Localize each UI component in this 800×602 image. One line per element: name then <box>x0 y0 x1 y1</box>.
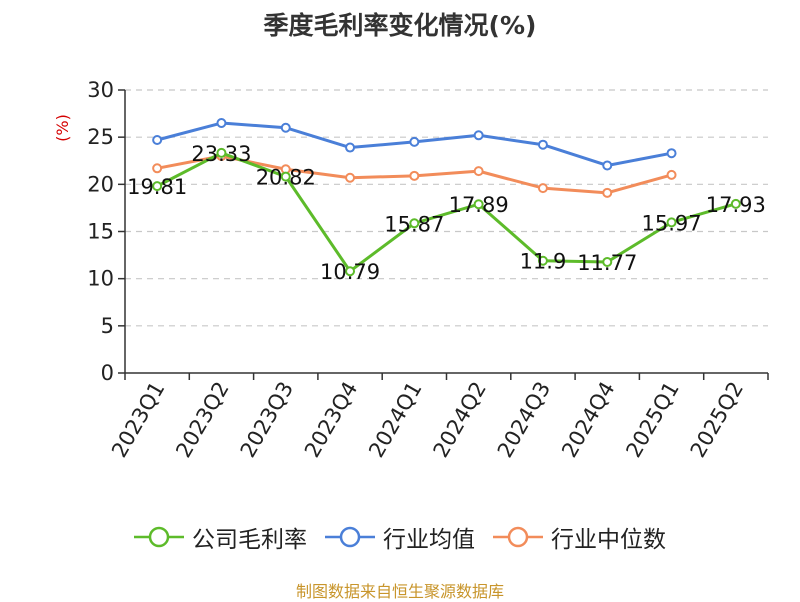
data-point <box>602 256 613 267</box>
data-point <box>345 172 356 183</box>
data-label: 23.33 <box>191 142 251 166</box>
x-tick-label: 2024Q1 <box>364 378 426 462</box>
data-label: 15.97 <box>641 211 701 235</box>
data-point <box>473 130 484 141</box>
data-label: 11.77 <box>577 251 637 275</box>
data-point <box>280 171 291 182</box>
legend: 公司毛利率 行业均值 行业中位数 <box>0 520 800 554</box>
legend-marker-icon <box>134 526 184 548</box>
legend-label: 行业均值 <box>383 527 475 553</box>
data-label: 17.89 <box>449 193 509 217</box>
data-point <box>473 199 484 210</box>
data-point <box>216 118 227 129</box>
data-point <box>537 139 548 150</box>
data-point <box>216 147 227 158</box>
x-tick-label: 2025Q1 <box>621 378 683 462</box>
y-tick-label: 5 <box>101 314 114 338</box>
data-point <box>152 163 163 174</box>
data-point <box>152 181 163 192</box>
x-tick-label: 2025Q2 <box>686 378 748 462</box>
data-label: 17.93 <box>706 193 766 217</box>
source-note: 制图数据来自恒生聚源数据库 <box>295 582 504 601</box>
x-tick-label: 2024Q3 <box>493 378 555 462</box>
y-tick-label: 15 <box>87 220 114 244</box>
legend-item[interactable]: 行业均值 <box>325 520 475 554</box>
x-tick-label: 2023Q4 <box>300 378 362 462</box>
legend-marker-icon <box>325 526 375 548</box>
data-point <box>345 142 356 153</box>
data-label: 19.81 <box>127 175 187 199</box>
y-tick-label: 20 <box>87 172 114 196</box>
data-point <box>409 136 420 147</box>
legend-label: 公司毛利率 <box>192 527 307 553</box>
series-line-0 <box>156 151 737 273</box>
x-tick-label: 2023Q3 <box>236 378 298 462</box>
legend-marker-icon <box>493 526 543 548</box>
data-point <box>666 169 677 180</box>
data-point <box>666 148 677 159</box>
y-tick-label: 30 <box>87 78 114 102</box>
data-point <box>409 218 420 229</box>
chart-title: 季度毛利率变化情况(%) <box>263 11 537 40</box>
data-point <box>409 170 420 181</box>
x-tick-label: 2023Q1 <box>107 378 169 462</box>
legend-item[interactable]: 公司毛利率 <box>134 520 307 554</box>
y-tick-label: 0 <box>101 361 114 385</box>
data-point <box>152 134 163 145</box>
data-point <box>602 187 613 198</box>
data-label: 10.79 <box>320 260 380 284</box>
x-tick-label: 2023Q2 <box>171 378 233 462</box>
data-label: 20.82 <box>256 166 316 190</box>
legend-label: 行业中位数 <box>551 527 666 553</box>
x-tick-label: 2024Q2 <box>429 378 491 462</box>
y-tick-label: 10 <box>87 267 114 291</box>
y-tick-label: 25 <box>87 125 114 149</box>
data-point <box>730 198 741 209</box>
series-lines <box>152 118 741 277</box>
data-label: 11.9 <box>520 250 567 274</box>
data-label: 15.87 <box>384 212 444 236</box>
data-point <box>537 183 548 194</box>
data-point <box>473 166 484 177</box>
data-point <box>666 217 677 228</box>
data-point <box>602 160 613 171</box>
data-point <box>537 255 548 266</box>
data-point <box>345 266 356 277</box>
y-axis-label: (%) <box>53 114 72 142</box>
x-tick-label: 2024Q4 <box>557 378 619 462</box>
data-point <box>280 122 291 133</box>
legend-item[interactable]: 行业中位数 <box>493 520 666 554</box>
